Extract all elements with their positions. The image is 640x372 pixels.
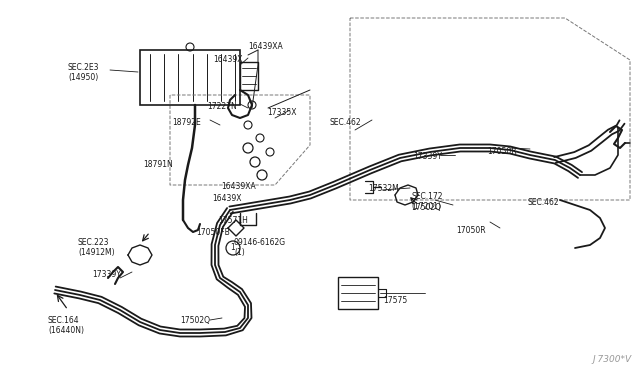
- Text: 18791N: 18791N: [143, 160, 173, 169]
- Text: 16439XA: 16439XA: [221, 182, 256, 191]
- Text: 17335X: 17335X: [267, 108, 296, 117]
- Text: 18792E: 18792E: [172, 118, 201, 127]
- Text: 16439X: 16439X: [213, 55, 243, 64]
- Text: 16439XA: 16439XA: [248, 42, 283, 51]
- Bar: [338, 277, 378, 309]
- Text: 1: 1: [230, 244, 236, 253]
- Text: 17575: 17575: [383, 296, 407, 305]
- Text: 17050R: 17050R: [487, 147, 516, 156]
- Text: J 7300*V: J 7300*V: [593, 355, 632, 364]
- Bar: [140, 50, 240, 105]
- Text: 17502Q: 17502Q: [411, 203, 441, 212]
- Text: 17532M: 17532M: [368, 184, 399, 193]
- Text: SEC.172
(17201): SEC.172 (17201): [411, 192, 442, 211]
- Text: 17339Y: 17339Y: [92, 270, 121, 279]
- Text: 09146-6162G
(1): 09146-6162G (1): [234, 238, 286, 257]
- Text: 17050R: 17050R: [456, 226, 486, 235]
- Text: 17571H: 17571H: [218, 216, 248, 225]
- Text: 17050FB: 17050FB: [196, 228, 230, 237]
- Text: SEC.223
(14912M): SEC.223 (14912M): [78, 238, 115, 257]
- Text: SEC.164
(16440N): SEC.164 (16440N): [48, 316, 84, 336]
- Text: 17227N: 17227N: [207, 102, 237, 111]
- Text: SEC.462: SEC.462: [330, 118, 362, 127]
- Text: 16439X: 16439X: [212, 194, 241, 203]
- Text: 17502Q: 17502Q: [180, 316, 210, 325]
- Text: SEC.2E3
(14950): SEC.2E3 (14950): [68, 63, 99, 83]
- Text: SEC.462: SEC.462: [528, 198, 559, 207]
- Text: 17339Y: 17339Y: [413, 152, 442, 161]
